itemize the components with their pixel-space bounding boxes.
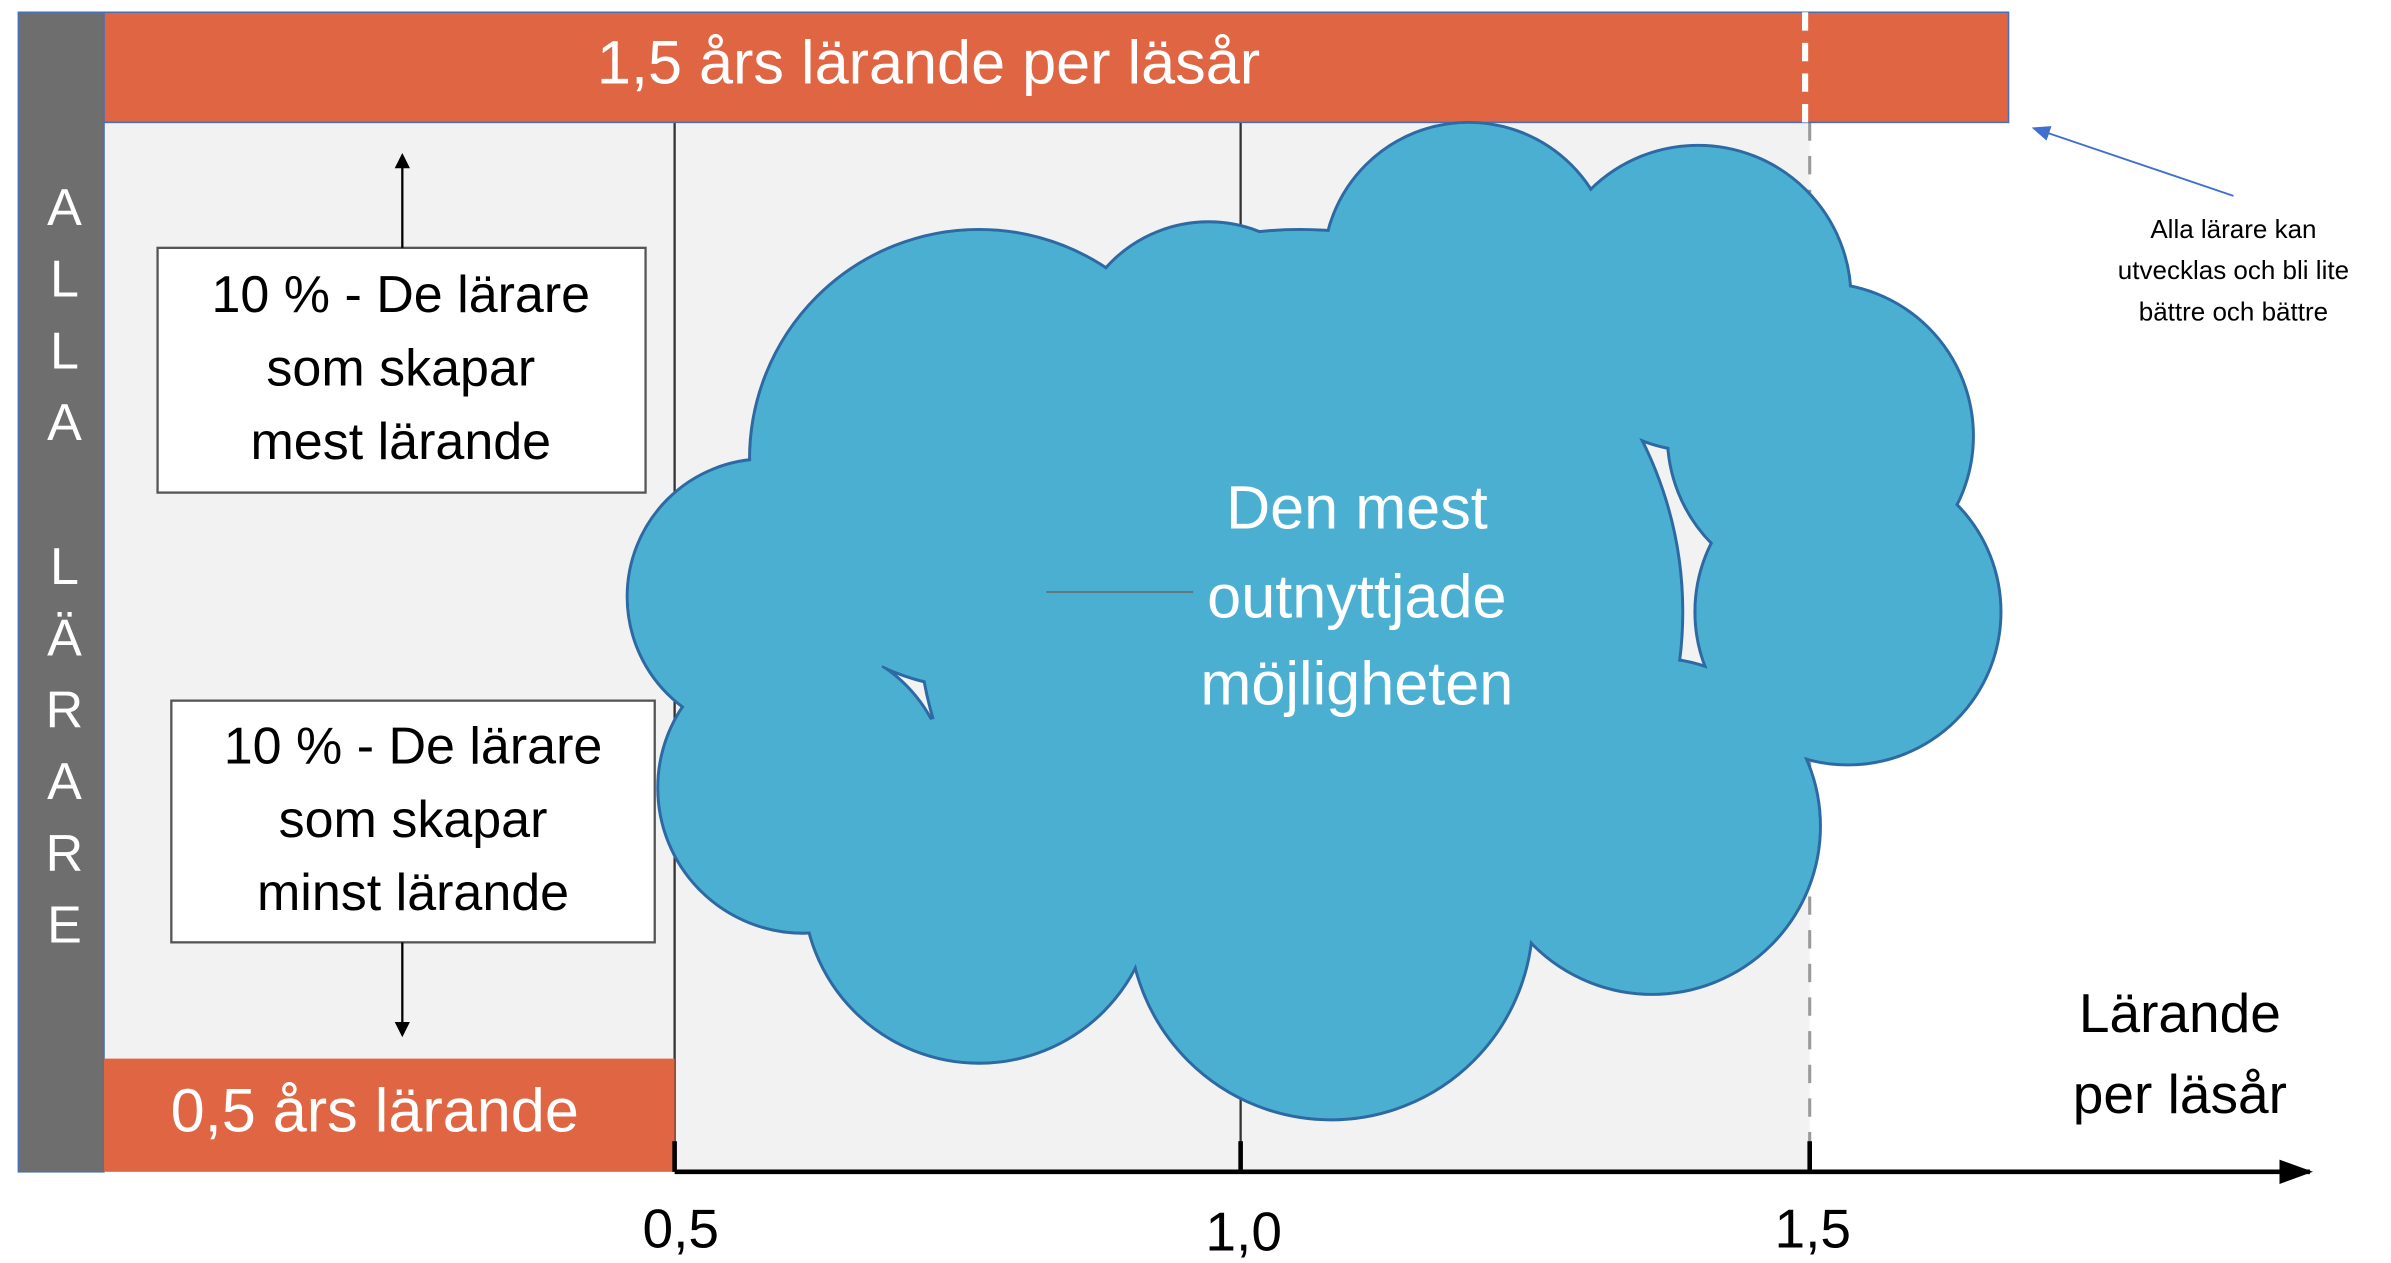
note-text: Alla lärare kan xyxy=(2150,214,2316,244)
bottom-bar-label: 0,5 års lärande xyxy=(171,1076,579,1144)
diagram: ALLA LÄRARE 1,5 års lärande per läsår 0,… xyxy=(0,0,2391,1263)
side-label: ALLA LÄRARE xyxy=(35,179,93,968)
tick-label: 1,5 xyxy=(1774,1198,1851,1260)
page: {"side_label": "ALLA LÄRARE", "top_bar":… xyxy=(0,0,2391,1263)
tick-label: 1,0 xyxy=(1205,1201,1282,1263)
tick-label: 0,5 xyxy=(642,1198,719,1260)
note-arrow xyxy=(2035,129,2234,196)
top-bar-label: 1,5 års lärande per läsår xyxy=(597,28,1260,96)
axis-title: Lärande xyxy=(2079,982,2281,1044)
top-box-text: som skapar xyxy=(266,339,535,397)
top-box-text: 10 % - De lärare xyxy=(211,266,590,324)
cloud-text: möjligheten xyxy=(1200,650,1513,718)
bottom-box-text: 10 % - De lärare xyxy=(224,717,603,775)
axis-title: per läsår xyxy=(2073,1063,2287,1125)
note-text: utvecklas och bli lite xyxy=(2118,255,2349,285)
bottom-box-text: som skapar xyxy=(279,791,548,849)
cloud-text: Den mest xyxy=(1226,474,1488,542)
bottom-box-text: minst lärande xyxy=(257,864,569,922)
note-text: bättre och bättre xyxy=(2139,296,2328,326)
cloud-text: outnyttjade xyxy=(1207,562,1506,630)
top-box-text: mest lärande xyxy=(250,413,551,471)
cloud-lobe xyxy=(629,460,901,732)
